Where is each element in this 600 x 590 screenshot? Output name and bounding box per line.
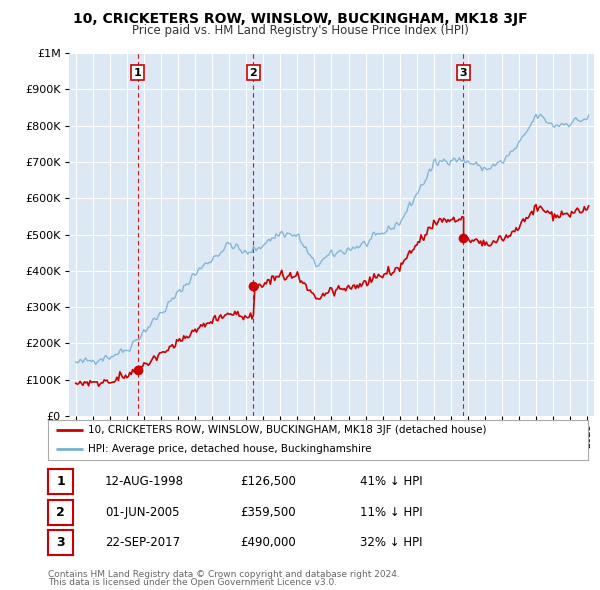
Text: This data is licensed under the Open Government Licence v3.0.: This data is licensed under the Open Gov… [48,578,337,587]
Text: 32% ↓ HPI: 32% ↓ HPI [360,536,422,549]
Text: 1: 1 [56,475,65,488]
Text: 3: 3 [459,68,467,78]
Text: 11% ↓ HPI: 11% ↓ HPI [360,506,422,519]
Text: £126,500: £126,500 [240,475,296,488]
Text: 41% ↓ HPI: 41% ↓ HPI [360,475,422,488]
Text: Contains HM Land Registry data © Crown copyright and database right 2024.: Contains HM Land Registry data © Crown c… [48,571,400,579]
Text: 10, CRICKETERS ROW, WINSLOW, BUCKINGHAM, MK18 3JF (detached house): 10, CRICKETERS ROW, WINSLOW, BUCKINGHAM,… [89,425,487,435]
Text: 3: 3 [56,536,65,549]
Text: 2: 2 [56,506,65,519]
Text: £490,000: £490,000 [240,536,296,549]
Text: 12-AUG-1998: 12-AUG-1998 [105,475,184,488]
Text: 22-SEP-2017: 22-SEP-2017 [105,536,180,549]
Text: 2: 2 [250,68,257,78]
Text: Price paid vs. HM Land Registry's House Price Index (HPI): Price paid vs. HM Land Registry's House … [131,24,469,37]
Text: 1: 1 [134,68,142,78]
Text: 10, CRICKETERS ROW, WINSLOW, BUCKINGHAM, MK18 3JF: 10, CRICKETERS ROW, WINSLOW, BUCKINGHAM,… [73,12,527,26]
Text: £359,500: £359,500 [240,506,296,519]
Text: 01-JUN-2005: 01-JUN-2005 [105,506,179,519]
Text: HPI: Average price, detached house, Buckinghamshire: HPI: Average price, detached house, Buck… [89,444,372,454]
